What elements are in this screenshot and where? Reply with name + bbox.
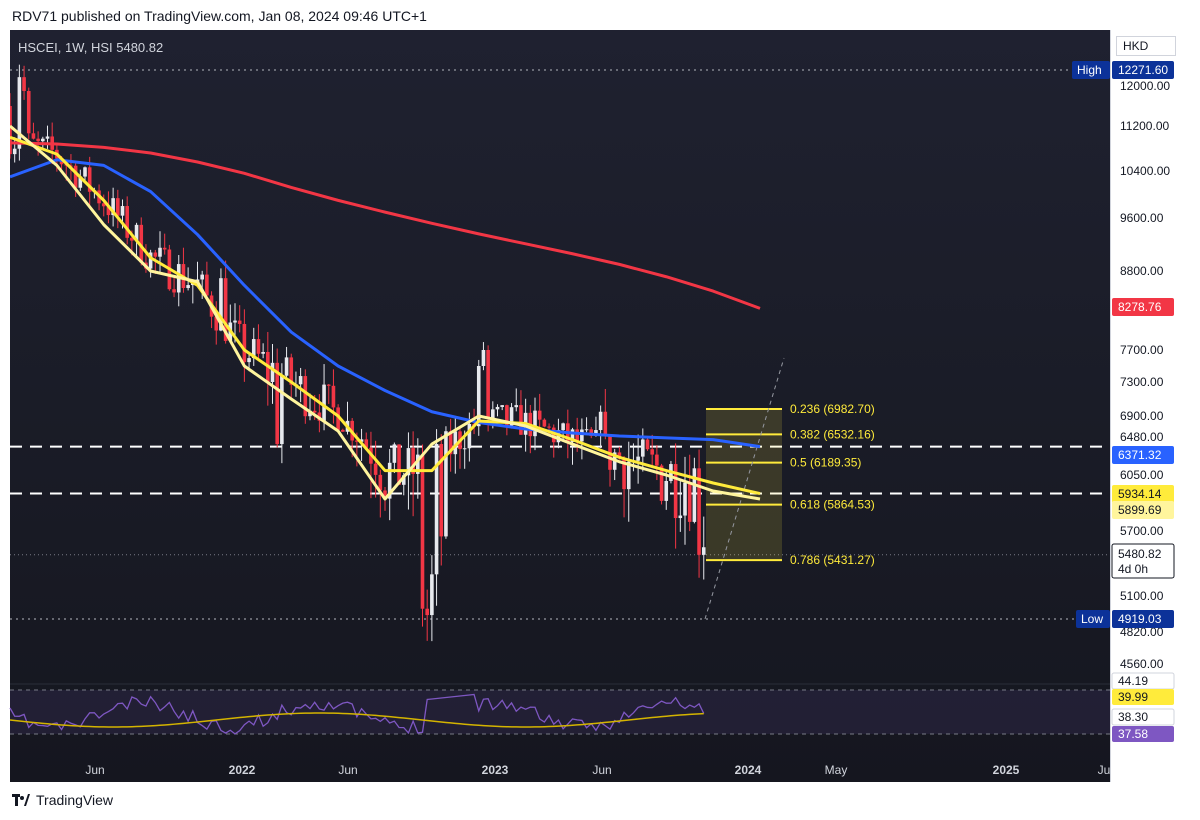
currency-selector[interactable]: HKD xyxy=(1116,36,1176,56)
publisher-header: RDV71 published on TradingView.com, Jan … xyxy=(12,8,427,24)
chart-canvas[interactable] xyxy=(10,30,1110,782)
footer-brand: TradingView xyxy=(36,792,114,808)
tradingview-logo: TradingView xyxy=(12,792,113,808)
tradingview-logo-icon xyxy=(12,794,30,806)
price-axis[interactable] xyxy=(1110,30,1191,782)
symbol-legend: HSCEI, 1W, HSI 5480.82 xyxy=(18,40,164,55)
